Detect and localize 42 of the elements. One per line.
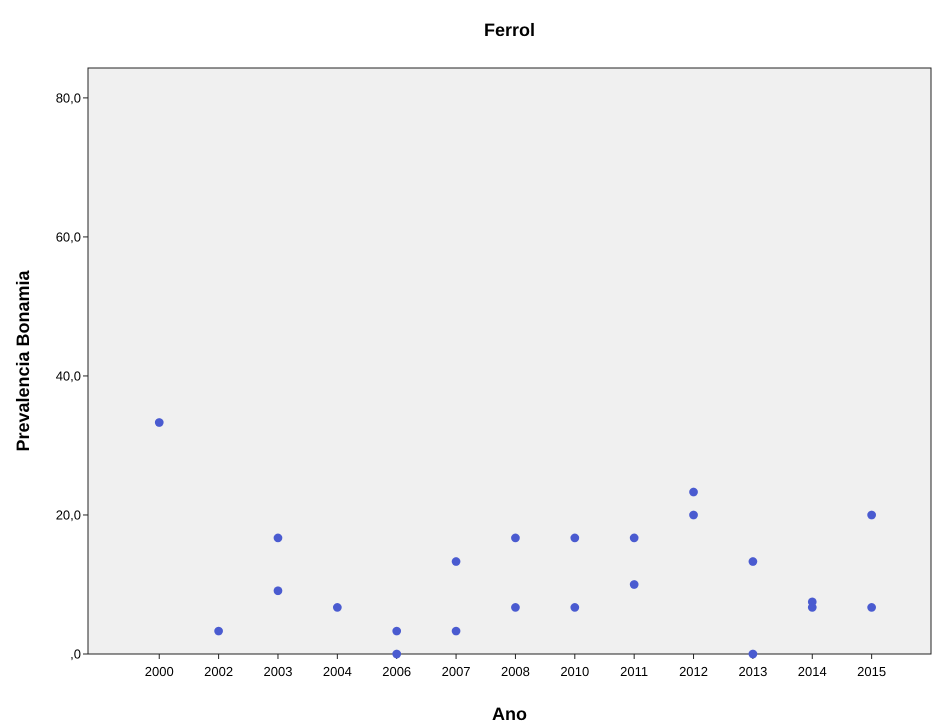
point bbox=[452, 557, 460, 566]
y-tick-label: 80,0 bbox=[56, 90, 81, 106]
point bbox=[392, 626, 402, 636]
point bbox=[274, 534, 282, 542]
point bbox=[689, 510, 698, 520]
point bbox=[332, 603, 342, 612]
x-tick-label: 2014 bbox=[798, 664, 827, 679]
point bbox=[214, 626, 223, 636]
y-tick-label: ,0 bbox=[70, 646, 81, 662]
x-tick-label: 2004 bbox=[322, 664, 352, 679]
x-tick-label: 2011 bbox=[620, 664, 648, 679]
x-tick-label: 2008 bbox=[500, 664, 530, 679]
y-axis-title: Prevalencia Bonamia bbox=[13, 269, 33, 452]
x-tick-label: 2006 bbox=[382, 664, 412, 679]
x-tick-label: 2000 bbox=[144, 664, 174, 679]
point bbox=[570, 603, 580, 612]
x-tick-label: 2013 bbox=[738, 664, 768, 679]
point bbox=[570, 534, 580, 542]
x-tick-label: 2003 bbox=[264, 664, 292, 679]
point bbox=[154, 418, 164, 427]
x-tick-label: 2002 bbox=[204, 664, 234, 679]
x-tick-label: 2007 bbox=[442, 664, 471, 679]
point bbox=[867, 603, 876, 612]
point bbox=[452, 626, 460, 636]
x-tick-label: 2015 bbox=[857, 664, 886, 679]
point bbox=[630, 534, 639, 542]
point bbox=[748, 650, 758, 658]
chart-title: Ferrol bbox=[484, 20, 536, 40]
point bbox=[689, 488, 698, 496]
point bbox=[867, 510, 876, 520]
y-tick-label: 60,0 bbox=[56, 229, 81, 244]
y-tick-label: 20,0 bbox=[56, 508, 81, 523]
point bbox=[748, 557, 758, 566]
point bbox=[511, 534, 520, 542]
y-tick-label: 40,0 bbox=[56, 368, 81, 384]
x-tick-label: 2012 bbox=[679, 664, 708, 679]
x-tick-label: 2010 bbox=[560, 664, 590, 679]
point bbox=[630, 580, 639, 589]
point bbox=[274, 586, 282, 596]
point bbox=[392, 650, 402, 658]
x-axis-title: Ano bbox=[492, 704, 527, 724]
point bbox=[511, 603, 520, 612]
